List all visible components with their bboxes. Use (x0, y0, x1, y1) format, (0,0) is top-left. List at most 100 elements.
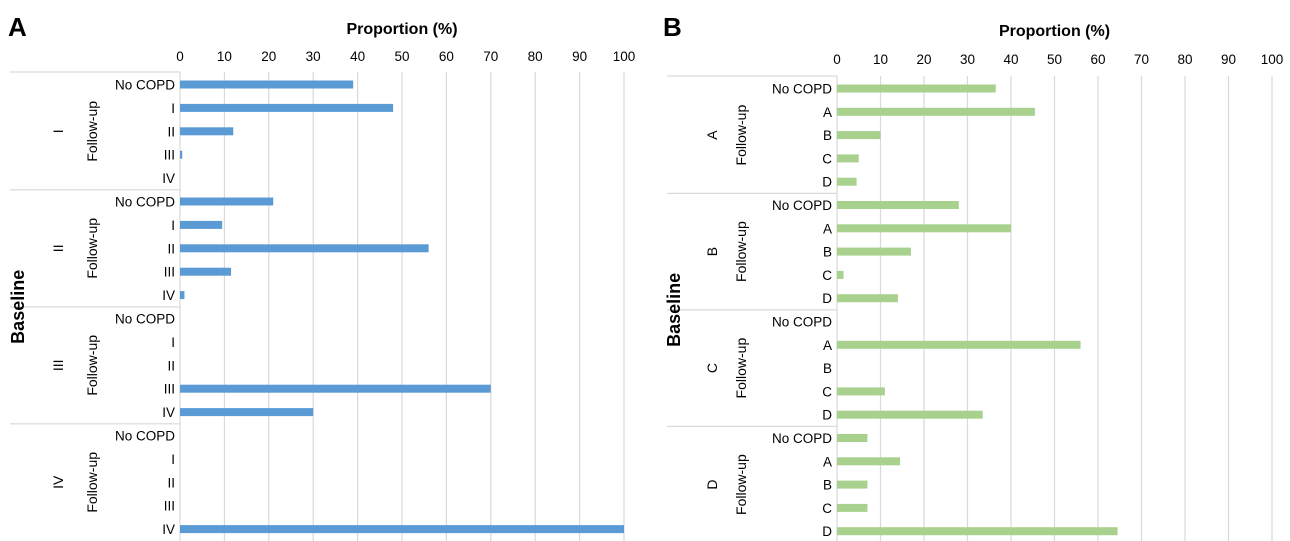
panel-b-category-label: A (823, 221, 832, 236)
panel-b-bar (837, 503, 868, 512)
panel-b-followup-label: Follow-up (733, 454, 749, 515)
panel-b-baseline-label: Baseline (664, 273, 684, 347)
panel-b-bar (837, 480, 868, 489)
panel-a-category-label: No COPD (115, 429, 175, 444)
panel-a-category-label: No COPD (115, 312, 175, 327)
panel-b-x-tick-label: 100 (1261, 52, 1284, 67)
panel-b-bar (837, 340, 1081, 349)
panel-a-x-tick-label: 90 (572, 49, 587, 64)
panel-b-x-tick-label: 90 (1221, 52, 1236, 67)
panel-a-letter: A (8, 12, 27, 42)
panel-b-x-tick-label: 70 (1134, 52, 1149, 67)
panel-b-x-tick-label: 30 (960, 52, 975, 67)
panel-a-followup-label: Follow-up (84, 335, 100, 396)
panel-a-x-tick-label: 0 (176, 49, 184, 64)
panel-a-x-tick-label: 80 (528, 49, 543, 64)
panel-b-bar (837, 224, 1011, 233)
panel-b-category-label: B (823, 478, 832, 493)
panel-a-followup-label: Follow-up (84, 218, 100, 279)
panel-b-category-label: C (822, 384, 832, 399)
panel-a-x-tick-label: 20 (261, 49, 276, 64)
panel-b-x-tick-label: 10 (873, 52, 888, 67)
panel-b-x-tick-label: 0 (833, 52, 841, 67)
panel-b-category-label: A (823, 105, 832, 120)
panel-b-x-tick-label: 60 (1090, 52, 1105, 67)
panel-b-category-label: A (823, 454, 832, 469)
panel-a-bar (180, 220, 223, 229)
panel-a-x-tick-label: 100 (613, 49, 636, 64)
panel-a-followup-label: Follow-up (84, 101, 100, 162)
panel-a-x-tick-label: 60 (439, 49, 454, 64)
panel-a-followup-label: Follow-up (84, 452, 100, 513)
panel-b-category-label: No COPD (772, 315, 832, 330)
panel-b-category-label: D (822, 291, 832, 306)
panel-b-group-label: D (704, 480, 720, 490)
panel-b-letter: B (663, 12, 682, 42)
panel-a-category-label: I (171, 218, 175, 233)
panel-a-category-label: II (167, 475, 175, 490)
panel-a-category-label: II (167, 358, 175, 373)
panel-b-bar (837, 387, 885, 396)
panel-a-x-tick-label: 40 (350, 49, 365, 64)
panel-a-bar (180, 80, 354, 89)
panel-a-category-label: II (167, 124, 175, 139)
panel-b-bar (837, 410, 983, 419)
panel-b-category-label: No COPD (772, 431, 832, 446)
panel-a-category-label: III (164, 499, 175, 514)
panel-b-category-label: B (823, 245, 832, 260)
panel-b-bar (837, 527, 1118, 536)
panel-a-bar (180, 525, 624, 534)
panel-a-x-axis-title: Proportion (%) (346, 21, 457, 38)
panel-a-category-label: IV (162, 405, 175, 420)
panel-b-category-label: B (823, 361, 832, 376)
panel-a-category-label: I (171, 335, 175, 350)
panel-b-bar (837, 107, 1035, 116)
panel-b-group-label: C (704, 363, 720, 373)
panel-b-bar (837, 131, 881, 140)
panel-a-group-label: II (50, 244, 66, 252)
panel-b-bar (837, 84, 996, 93)
panel-b-bar (837, 247, 911, 256)
panel-a-bar (180, 103, 394, 112)
panel-b-category-label: B (823, 128, 832, 143)
panel-b-category-label: A (823, 338, 832, 353)
panel-a-category-label: II (167, 241, 175, 256)
panel-b-followup-label: Follow-up (733, 221, 749, 282)
panel-a-category-label: IV (162, 522, 175, 537)
panel-a-category-label: III (164, 265, 175, 280)
panel-a-group-label: I (50, 129, 66, 133)
panel-b-group-label: A (704, 130, 720, 140)
panel-a-category-label: IV (162, 288, 175, 303)
panel-b-bar (837, 177, 857, 186)
panel-a-x-tick-label: 30 (306, 49, 321, 64)
panel-a-x-tick-label: 50 (394, 49, 409, 64)
panel-b-category-label: D (822, 175, 832, 190)
panel-b-bar (837, 154, 859, 163)
panel-b-x-tick-label: 80 (1177, 52, 1192, 67)
panel-a-bar (180, 384, 491, 393)
panel-a-bar (180, 127, 234, 136)
panel-a-group-label: III (50, 359, 66, 371)
panel-b-category-label: C (822, 501, 832, 516)
panel-a-category-label: III (164, 382, 175, 397)
panel-a-bar (180, 267, 232, 276)
panel-b-category-label: C (822, 151, 832, 166)
panel-b-bar (837, 434, 868, 442)
panel-b-x-tick-label: 40 (1003, 52, 1018, 67)
panel-b-followup-label: Follow-up (733, 338, 749, 399)
panel-a-category-label: III (164, 148, 175, 163)
panel-a-bar (180, 244, 429, 253)
panel-b-category-label: No COPD (772, 82, 832, 97)
panel-a-bar (180, 408, 314, 417)
panel-a-x-tick-label: 70 (483, 49, 498, 64)
panel-a-bar (180, 291, 185, 300)
panel-a-x-tick-label: 10 (217, 49, 232, 64)
panel-b-group-label: B (704, 247, 720, 256)
panel-a-baseline-label: Baseline (8, 270, 28, 344)
panel-b-category-label: C (822, 268, 832, 283)
panel-a-category-label: I (171, 101, 175, 116)
panel-a-group-label: IV (50, 475, 66, 489)
panel-b-bar (837, 294, 898, 303)
panel-b-bar (837, 457, 901, 466)
